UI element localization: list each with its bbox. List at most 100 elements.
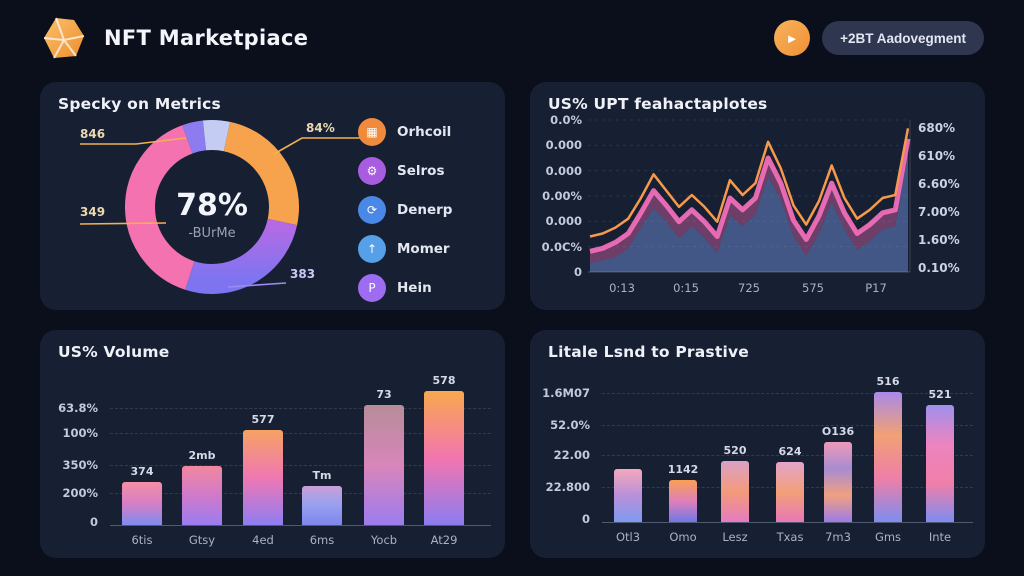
- bar-category-label: 4ed: [252, 533, 274, 547]
- y-axis-label: 0: [89, 515, 98, 529]
- gear-icon: ⚙: [358, 156, 386, 185]
- area-line-chart: [588, 119, 911, 273]
- p-badge-icon: P: [358, 273, 386, 302]
- y-axis-label: 0: [573, 265, 582, 279]
- gridline: [110, 493, 491, 494]
- gridline: [602, 425, 973, 426]
- donut-callout-label: 383: [290, 267, 315, 281]
- bar-value-label: 521: [928, 388, 952, 401]
- y-axis-label-right: 1.60%: [918, 233, 960, 247]
- bar: [776, 462, 804, 522]
- y-axis-label: 0.00%: [542, 189, 582, 203]
- bar: [669, 480, 697, 522]
- bar-category-label: Otl3: [615, 530, 641, 544]
- bar-category-label: At29: [430, 533, 458, 547]
- legend-item-label: Hein: [397, 279, 432, 296]
- bar-value-label: 2mb: [188, 449, 216, 462]
- legend-item-label: Orhcoil: [397, 123, 452, 140]
- bar: [302, 486, 342, 525]
- panel-trend: Litale Lsnd to Prastive 1.6M07 52.0% 22.00…: [530, 330, 985, 558]
- series-pink-band: [590, 138, 908, 264]
- legend-item-selros[interactable]: ⚙ Selros: [358, 151, 452, 190]
- y-axis-label-right: 7.00%: [918, 205, 960, 219]
- bar-category-label: Txas: [776, 530, 804, 544]
- legend-item-label: Selros: [397, 162, 445, 179]
- panel-metrics: Specky on Metrics 78% -BUrMe 846 84% 383 349 …: [40, 82, 505, 310]
- donut-callout-label: 846: [80, 127, 105, 141]
- bar-value-label: 1142: [667, 463, 699, 476]
- panel-trend-title: Litale Lsnd to Prastive: [548, 343, 749, 361]
- baseline: [602, 522, 973, 523]
- bar: [243, 430, 283, 525]
- volume-bar-chart: 63.8% 100% 350% 200% 0 374 6tis 2mb Gtsy 577 4ed Tm…: [40, 330, 505, 558]
- chart-icon: ▦: [358, 117, 386, 146]
- y-axis-label: 1.6M07: [542, 386, 590, 400]
- bar: [122, 482, 162, 525]
- app-header: NFT Marketpiace ► +2BT Aadovegment: [0, 0, 1024, 76]
- donut-callout-line: [227, 282, 287, 288]
- y-axis-label: 0.000: [545, 164, 582, 178]
- donut-callout-line: [80, 137, 187, 145]
- bar-category-label: 6tis: [131, 533, 153, 547]
- donut-segment-0: [182, 120, 207, 154]
- bar-value-label: 577: [251, 413, 275, 426]
- bar: [182, 466, 222, 525]
- donut-segment-4: [125, 125, 195, 290]
- y-axis-label: 22.00: [553, 448, 590, 462]
- x-axis-label: 575: [802, 281, 824, 295]
- gem-icon: [40, 14, 88, 62]
- panel-volume-title: US% Volume: [58, 343, 170, 361]
- donut-segment-3: [185, 218, 298, 294]
- header-actions: ► +2BT Aadovegment: [774, 20, 984, 56]
- bar: [614, 469, 642, 522]
- y-axis-label-right: 680%: [918, 121, 956, 135]
- y-axis-label: 0: [581, 512, 590, 526]
- bar-value-label: Tm: [312, 469, 332, 482]
- panel-volume: US% Volume 63.8% 100% 350% 200% 0 374 6tis 2mb G…: [40, 330, 505, 558]
- send-icon-button[interactable]: ►: [774, 20, 811, 56]
- bar-category-label: Yocb: [370, 533, 398, 547]
- bar-value-label: 578: [432, 374, 456, 387]
- metrics-legend: ▦ Orhcoil ⚙ Selros ⟳ Denerp ↑ Momer P Hein: [358, 112, 452, 307]
- bar: [721, 461, 749, 522]
- y-axis-label: 0.000: [545, 214, 582, 228]
- upload-icon: ↑: [358, 234, 386, 263]
- x-axis-label: P17: [865, 281, 887, 295]
- donut-center-value: 78%: [176, 188, 248, 223]
- y-axis-label: 63.8%: [58, 401, 98, 415]
- gridline: [110, 465, 491, 466]
- y-axis-label: 200%: [62, 486, 98, 500]
- legend-item-orhcoil[interactable]: ▦ Orhcoil: [358, 112, 452, 151]
- y-axis-label: 100%: [62, 426, 98, 440]
- send-icon: ►: [785, 30, 799, 46]
- legend-item-denerp[interactable]: ⟳ Denerp: [358, 190, 452, 229]
- y-axis-label: 350%: [62, 458, 98, 472]
- y-axis-label: 0.0%: [550, 113, 582, 127]
- bar-category-label: Omo: [669, 530, 697, 544]
- bar-value-label: 520: [723, 444, 747, 457]
- panel-upt-chart: US% UPT feahactaplotes 0.0% 0.000 0.000 0.0…: [530, 82, 985, 310]
- y-axis-label-right: 0.10%: [918, 261, 960, 275]
- x-axis-label: 0:15: [673, 281, 699, 295]
- y-axis-label: 0.000: [545, 138, 582, 152]
- baseline: [110, 525, 491, 526]
- x-axis-label: 0:13: [609, 281, 635, 295]
- legend-item-label: Momer: [397, 240, 450, 257]
- refresh-icon: ⟳: [358, 195, 386, 224]
- bar-value-label: O136: [821, 425, 855, 438]
- gridline: [602, 393, 973, 394]
- donut-callout-label: 349: [80, 205, 105, 219]
- y-axis-label-right: 6.60%: [918, 177, 960, 191]
- bar-category-label: Gtsy: [188, 533, 216, 547]
- bar-value-label: 624: [778, 445, 802, 458]
- legend-item-momer[interactable]: ↑ Momer: [358, 229, 452, 268]
- gridline: [602, 455, 973, 456]
- legend-item-hein[interactable]: P Hein: [358, 268, 452, 307]
- donut-segment-1: [202, 120, 231, 152]
- panel-upt-title: US% UPT feahactaplotes: [548, 95, 768, 113]
- bar-category-label: Inte: [928, 530, 952, 544]
- bar-value-label: 374: [130, 465, 154, 478]
- achievement-button[interactable]: +2BT Aadovegment: [822, 21, 984, 55]
- bar-category-label: 6ms: [309, 533, 335, 547]
